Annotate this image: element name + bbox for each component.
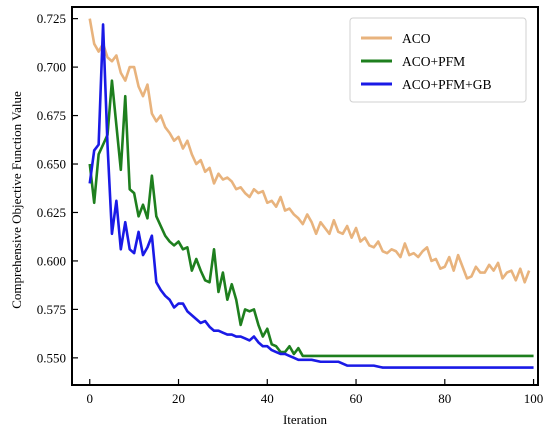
series-line-aco-pfm-gb: [88, 23, 534, 369]
x-tick-label: 0: [87, 391, 94, 406]
y-tick-label: 0.725: [37, 11, 66, 26]
legend-label-aco-pfm: ACO+PFM: [402, 54, 465, 69]
y-tick-label: 0.575: [37, 302, 66, 317]
x-tick-label: 20: [172, 391, 185, 406]
x-tick-label: 40: [261, 391, 274, 406]
x-tick-label: 100: [524, 391, 544, 406]
x-tick-label: 60: [350, 391, 363, 406]
legend-box: [349, 17, 527, 103]
series-line-aco: [88, 18, 531, 284]
y-tick-label: 0.600: [37, 253, 66, 268]
legend: ACO ACO+PFM ACO+PFM+GB: [349, 17, 527, 103]
y-tick-label: 0.675: [37, 108, 66, 123]
x-axis-label: Iteration: [283, 412, 328, 427]
y-tick-label: 0.650: [37, 157, 66, 172]
y-tick-label: 0.550: [37, 350, 66, 365]
y-tick-label: 0.700: [37, 60, 66, 75]
legend-label-aco-pfm-gb: ACO+PFM+GB: [402, 77, 492, 92]
series-layer: [88, 18, 534, 369]
y-axis-label: Comprehensive Objective Function Value: [9, 91, 24, 309]
y-tick-label: 0.625: [37, 205, 66, 220]
series-line-aco-pfm: [88, 79, 534, 358]
plot-frame: [71, 6, 539, 386]
y-tick-labels: 0.550 0.575 0.600 0.625 0.650 0.675 0.700 0.725: [37, 11, 66, 365]
x-tick-labels: 0 20 40 60 80 100: [87, 391, 544, 406]
x-tick-label: 80: [438, 391, 451, 406]
tick-marks: [72, 18, 535, 385]
legend-label-aco: ACO: [402, 31, 431, 46]
